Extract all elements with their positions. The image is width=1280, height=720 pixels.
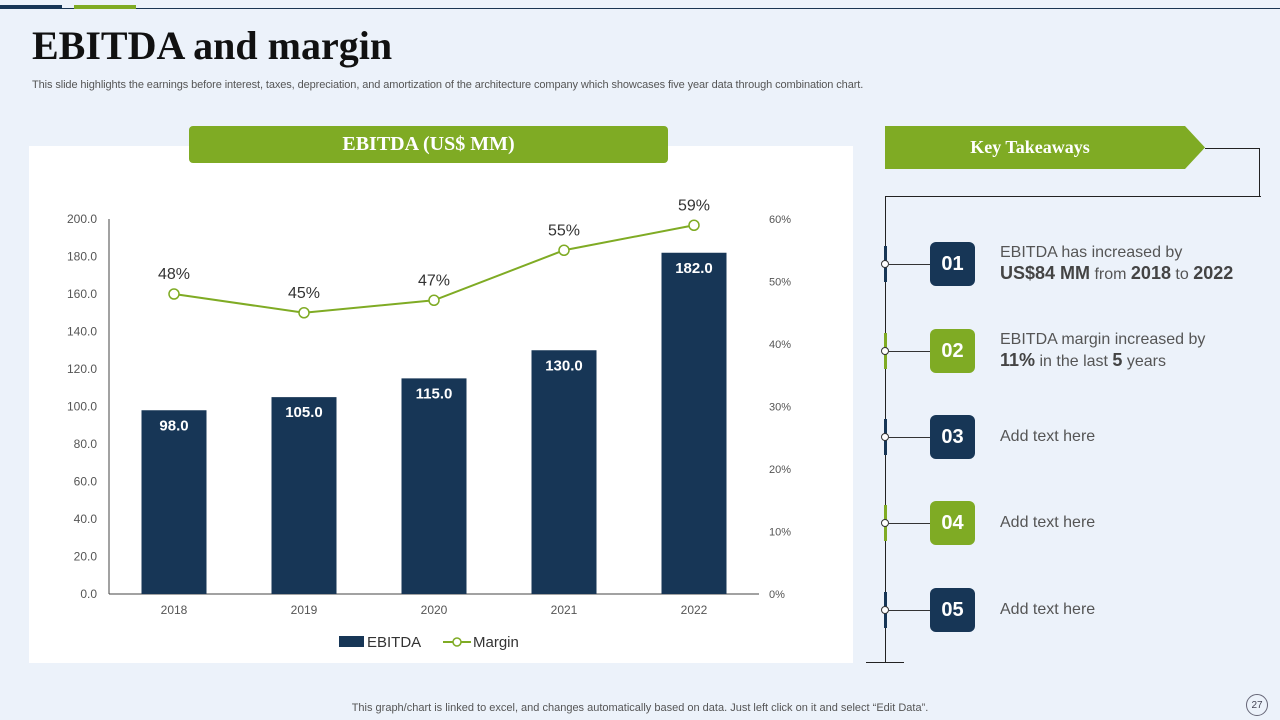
margin-data-label: 45% bbox=[288, 285, 320, 302]
header-rule bbox=[0, 8, 1280, 9]
y-right-tick-label: 30% bbox=[769, 402, 791, 414]
takeaway-number: 01 bbox=[930, 242, 975, 286]
takeaway-years-count: 5 bbox=[1112, 350, 1123, 370]
bar-ebitda bbox=[661, 252, 727, 594]
x-tick-label: 2018 bbox=[161, 603, 188, 617]
timeline-dot bbox=[881, 260, 889, 268]
takeaway-connector-text: years bbox=[1122, 353, 1167, 370]
y-left-tick-label: 0.0 bbox=[80, 587, 97, 601]
y-left-tick-label: 80.0 bbox=[74, 437, 98, 451]
bar-ebitda bbox=[531, 350, 597, 594]
chart-title: EBITDA (US$ MM) bbox=[189, 126, 668, 163]
page-subtitle: This slide highlights the earnings befor… bbox=[32, 79, 864, 91]
takeaways-bracket bbox=[1205, 148, 1260, 197]
x-tick-label: 2021 bbox=[551, 603, 578, 617]
margin-data-label: 48% bbox=[158, 266, 190, 283]
y-left-tick-label: 120.0 bbox=[67, 362, 97, 376]
y-left-tick-label: 20.0 bbox=[74, 550, 98, 564]
margin-data-label: 47% bbox=[418, 272, 450, 289]
legend-marker-margin bbox=[452, 637, 462, 647]
timeline-link bbox=[889, 610, 930, 611]
takeaway-text: Add text here bbox=[1000, 428, 1096, 445]
y-right-tick-label: 20% bbox=[769, 464, 791, 476]
takeaway-text: EBITDA margin increased by 11% in the la… bbox=[1000, 329, 1270, 372]
y-right-tick-label: 40% bbox=[769, 339, 791, 351]
takeaways-timeline-foot bbox=[866, 662, 904, 663]
bar-ebitda bbox=[141, 410, 207, 594]
takeaway-highlight: 11% bbox=[1000, 350, 1036, 370]
timeline-dot bbox=[881, 347, 889, 355]
takeaway-connector-text: in the last bbox=[1035, 353, 1113, 370]
timeline-dot bbox=[881, 519, 889, 527]
footer-note: This graph/chart is linked to excel, and… bbox=[351, 702, 929, 714]
header-accent-green bbox=[74, 5, 136, 9]
page-number: 27 bbox=[1246, 694, 1268, 716]
y-left-tick-label: 100.0 bbox=[67, 400, 97, 414]
takeaway-year-from: 2018 bbox=[1130, 263, 1171, 283]
y-left-tick-label: 40.0 bbox=[74, 512, 98, 526]
takeaway-connector-text: from bbox=[1090, 266, 1131, 283]
y-left-tick-label: 180.0 bbox=[67, 250, 97, 264]
margin-data-label: 55% bbox=[548, 222, 580, 239]
y-left-tick-label: 160.0 bbox=[67, 287, 97, 301]
timeline-dot bbox=[881, 433, 889, 441]
timeline-link bbox=[889, 523, 930, 524]
timeline-link bbox=[889, 351, 930, 352]
takeaway-text: Add text here bbox=[1000, 601, 1096, 618]
takeaway-item: 03 Add text here bbox=[880, 415, 1270, 459]
margin-point bbox=[298, 307, 310, 319]
x-tick-label: 2019 bbox=[291, 603, 318, 617]
takeaway-number: 04 bbox=[930, 501, 975, 545]
timeline-link bbox=[889, 264, 930, 265]
bar-data-label: 105.0 bbox=[285, 404, 323, 421]
takeaway-item: 04 Add text here bbox=[880, 501, 1270, 545]
timeline-link bbox=[889, 437, 930, 438]
legend-label-margin: Margin bbox=[473, 634, 519, 651]
header-accent-dark bbox=[0, 5, 62, 9]
takeaways-connector bbox=[885, 196, 1261, 197]
y-right-tick-label: 0% bbox=[769, 589, 785, 601]
y-right-tick-label: 10% bbox=[769, 527, 791, 539]
y-left-tick-label: 60.0 bbox=[74, 475, 98, 489]
x-tick-label: 2022 bbox=[681, 603, 708, 617]
y-right-tick-label: 60% bbox=[769, 214, 791, 226]
takeaway-line: EBITDA has increased by bbox=[1000, 244, 1183, 261]
margin-point bbox=[688, 219, 700, 231]
margin-point bbox=[168, 288, 180, 300]
margin-point bbox=[558, 244, 570, 256]
bar-data-label: 182.0 bbox=[675, 260, 713, 277]
takeaway-year-to: 2022 bbox=[1193, 263, 1234, 283]
legend-label-ebitda: EBITDA bbox=[367, 634, 421, 651]
takeaway-highlight: US$84 MM bbox=[1000, 263, 1091, 283]
page-title: EBITDA and margin bbox=[32, 23, 393, 68]
y-left-tick-label: 200.0 bbox=[67, 212, 97, 226]
ebitda-chart: 0.0 20.0 40.0 60.0 80.0 100.0 120.0 140.0 160.0 1… bbox=[67, 197, 791, 651]
takeaway-line: EBITDA margin increased by bbox=[1000, 331, 1206, 348]
legend-swatch-ebitda bbox=[339, 636, 364, 647]
takeaway-item: 02 EBITDA margin increased by 11% in the… bbox=[880, 329, 1270, 373]
takeaway-text: EBITDA has increased by US$84 MM from 20… bbox=[1000, 242, 1270, 285]
bar-data-label: 98.0 bbox=[159, 417, 188, 434]
bar-ebitda bbox=[401, 378, 467, 594]
takeaway-number: 05 bbox=[930, 588, 975, 632]
takeaway-item: 01 EBITDA has increased by US$84 MM from… bbox=[880, 242, 1270, 286]
bar-ebitda bbox=[271, 397, 337, 594]
takeaway-connector-text: to bbox=[1170, 266, 1194, 283]
takeaway-number: 02 bbox=[930, 329, 975, 373]
margin-data-label: 59% bbox=[678, 197, 710, 214]
margin-point bbox=[428, 294, 440, 306]
takeaway-number: 03 bbox=[930, 415, 975, 459]
bar-data-label: 115.0 bbox=[416, 385, 453, 402]
y-right-tick-label: 50% bbox=[769, 277, 791, 289]
takeaway-item: 05 Add text here bbox=[880, 588, 1270, 632]
key-takeaways-title: Key Takeaways bbox=[885, 126, 1205, 169]
takeaway-text: Add text here bbox=[1000, 514, 1096, 531]
bar-data-label: 130.0 bbox=[545, 357, 583, 374]
timeline-dot bbox=[881, 606, 889, 614]
x-tick-label: 2020 bbox=[421, 603, 448, 617]
y-left-tick-label: 140.0 bbox=[67, 325, 97, 339]
